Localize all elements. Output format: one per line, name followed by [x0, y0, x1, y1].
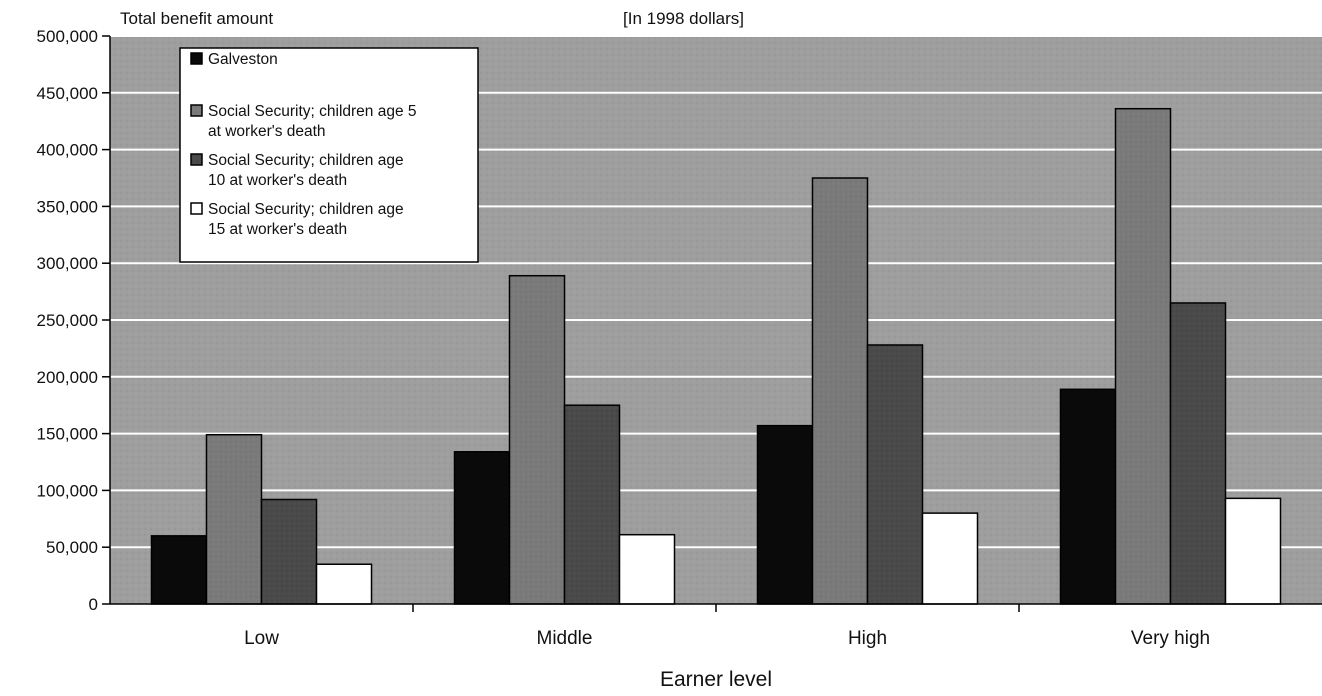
y-tick-label: 0	[89, 595, 98, 614]
legend-label: Social Security; children age	[208, 201, 404, 218]
y-tick-label: 100,000	[37, 481, 98, 500]
x-tick-label: Middle	[537, 628, 593, 649]
bar	[921, 512, 979, 605]
legend-swatch	[190, 52, 203, 65]
y-tick-label: 500,000	[37, 27, 98, 46]
y-tick-label: 300,000	[37, 254, 98, 273]
bar	[866, 344, 924, 605]
y-tick-label: 250,000	[37, 311, 98, 330]
x-tick-label: High	[848, 628, 887, 649]
legend-box	[179, 47, 479, 263]
y-axis-ticks: 0 50,000 100,000 150,000 200,000 250,000 300,0…	[37, 27, 110, 614]
y-tick-label: 200,000	[37, 368, 98, 387]
bar	[1114, 107, 1172, 605]
bar	[508, 274, 566, 605]
legend-swatch	[190, 104, 203, 117]
bar	[756, 424, 814, 605]
legend: Galveston Social Security; children age 5…	[179, 47, 479, 263]
bar	[205, 433, 263, 605]
bar	[150, 535, 208, 605]
bar	[260, 498, 318, 605]
legend-label: 10 at worker's death	[208, 172, 347, 189]
legend-label: Social Security; children age	[208, 152, 404, 169]
x-tick-label: Very high	[1131, 628, 1210, 649]
bars	[150, 107, 1282, 605]
bar	[1169, 302, 1227, 605]
y-tick-label: 400,000	[37, 141, 98, 160]
y-axis-title: Total benefit amount	[120, 9, 273, 28]
y-tick-label: 450,000	[37, 84, 98, 103]
y-tick-label: 50,000	[46, 538, 98, 557]
bar	[1059, 388, 1117, 605]
bar	[1224, 497, 1282, 605]
bar	[315, 563, 373, 605]
legend-label: Social Security; children age 5	[208, 103, 417, 120]
legend-label: 15 at worker's death	[208, 221, 347, 238]
bar	[618, 533, 676, 605]
y-tick-label: 350,000	[37, 197, 98, 216]
bar	[563, 404, 621, 605]
legend-items: Galveston Social Security; children age 5…	[190, 51, 417, 238]
x-tick-label: Low	[244, 628, 279, 649]
chart-subtitle: [In 1998 dollars]	[623, 9, 744, 28]
legend-swatch	[190, 202, 203, 215]
legend-label: Galveston	[208, 51, 278, 68]
legend-swatch	[190, 153, 203, 166]
legend-label: at worker's death	[208, 123, 326, 140]
x-axis-categories: Low Middle High Very high	[244, 628, 1210, 649]
y-tick-label: 150,000	[37, 425, 98, 444]
x-axis-title: Earner level	[660, 668, 772, 691]
bar	[811, 177, 869, 605]
bar	[453, 451, 511, 605]
